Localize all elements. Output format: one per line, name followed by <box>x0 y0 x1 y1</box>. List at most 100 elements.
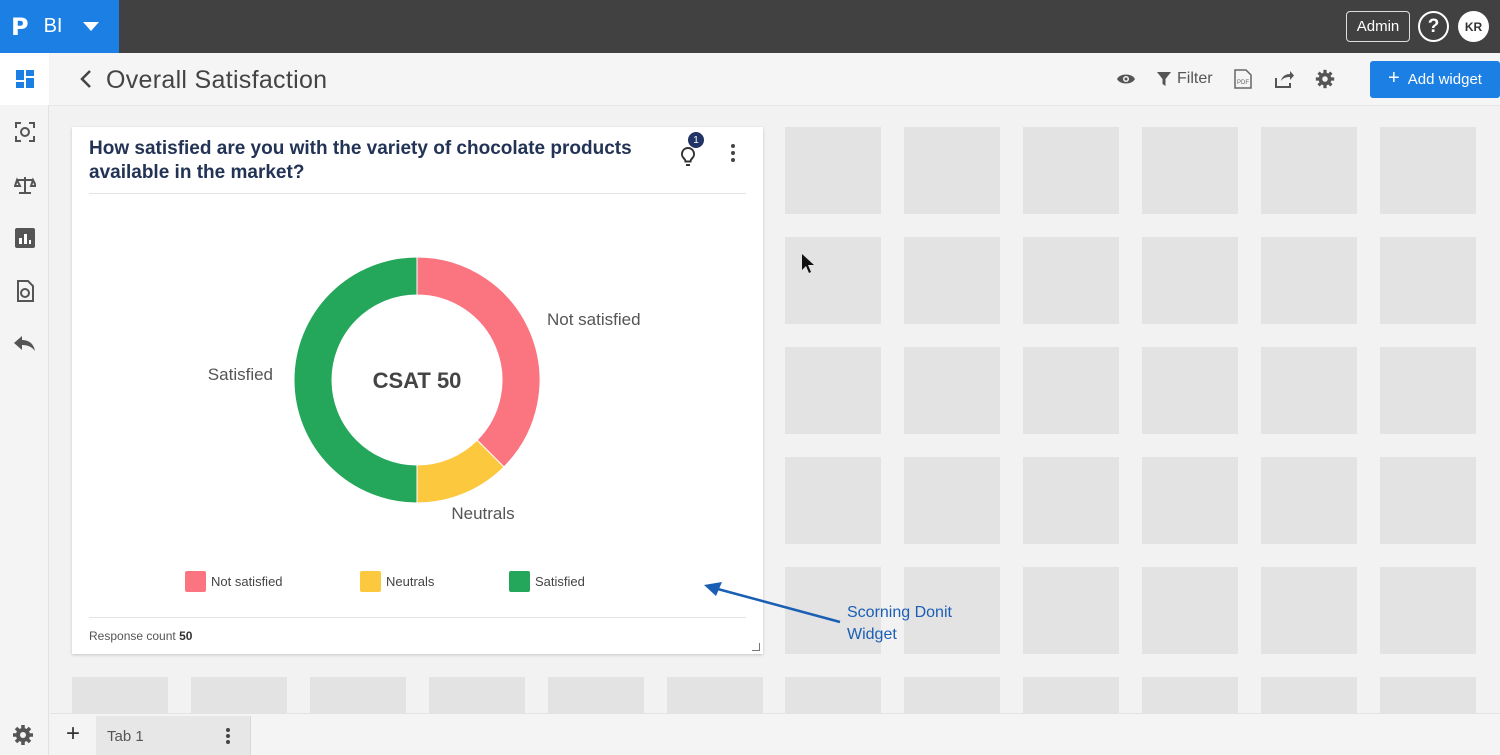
tab-options-icon[interactable] <box>221 726 235 746</box>
widget-placeholder[interactable] <box>785 677 881 713</box>
slice-label: Neutrals <box>451 504 514 523</box>
widget-placeholder[interactable] <box>1142 127 1238 214</box>
widget-placeholder[interactable] <box>1142 567 1238 654</box>
legend-item-not-satisfied[interactable]: Not satisfied <box>185 570 283 592</box>
sidebar-item-dashboard[interactable] <box>0 53 49 105</box>
widget-placeholder[interactable] <box>785 347 881 434</box>
sidebar-item-reports[interactable] <box>0 265 49 317</box>
legend-swatch <box>360 570 381 592</box>
widget-placeholder[interactable] <box>1023 457 1119 544</box>
sidebar-item-scan[interactable] <box>0 106 49 158</box>
sidebar-item-analytics[interactable] <box>0 212 49 264</box>
donut-slice-satisfied[interactable] <box>293 256 418 504</box>
widget-placeholder[interactable] <box>310 677 406 713</box>
help-icon[interactable]: ? <box>1418 11 1449 42</box>
widget-placeholder[interactable] <box>904 457 1000 544</box>
tab-1[interactable]: Tab 1 <box>96 716 251 755</box>
widget-placeholder[interactable] <box>1023 677 1119 713</box>
report-icon <box>16 280 34 302</box>
left-sidebar <box>0 53 49 755</box>
brand-label: BI <box>43 15 63 37</box>
widget-placeholder[interactable] <box>1261 457 1357 544</box>
resize-handle[interactable] <box>752 643 760 651</box>
widget-placeholder[interactable] <box>1380 567 1476 654</box>
app-switcher[interactable]: P BI <box>0 0 119 53</box>
donut-center-label: CSAT 50 <box>373 368 462 393</box>
widget-placeholder[interactable] <box>1142 677 1238 713</box>
widget-placeholder[interactable] <box>429 677 525 713</box>
widget-placeholder[interactable] <box>1023 567 1119 654</box>
widget-placeholder[interactable] <box>904 677 1000 713</box>
settings-icon[interactable] <box>11 723 35 747</box>
widget-placeholder[interactable] <box>1142 347 1238 434</box>
widget-placeholder[interactable] <box>785 237 881 324</box>
widget-placeholder[interactable] <box>904 237 1000 324</box>
widget-placeholder[interactable] <box>1261 677 1357 713</box>
widget-placeholder[interactable] <box>1023 347 1119 434</box>
more-options-icon[interactable] <box>726 142 740 164</box>
annotation-line-2: Widget <box>847 626 897 643</box>
share-button[interactable] <box>1274 67 1294 91</box>
chevron-down-icon[interactable] <box>82 22 99 31</box>
add-widget-button[interactable]: + Add widget <box>1370 61 1500 98</box>
annotation-line-1: Scorning Donit <box>847 604 952 621</box>
widget-placeholder[interactable] <box>1023 127 1119 214</box>
sidebar-item-back[interactable] <box>0 318 49 370</box>
widget-placeholder[interactable] <box>1380 677 1476 713</box>
slice-label: Not satisfied <box>547 310 641 329</box>
widget-placeholder[interactable] <box>1023 237 1119 324</box>
gear-icon <box>1315 69 1335 89</box>
widget-placeholder[interactable] <box>1380 457 1476 544</box>
widget-placeholder[interactable] <box>1380 347 1476 434</box>
widget-placeholder[interactable] <box>904 127 1000 214</box>
settings-button[interactable] <box>1314 67 1336 91</box>
widget-placeholder[interactable] <box>904 347 1000 434</box>
widget-placeholder[interactable] <box>72 677 168 713</box>
page-title: Overall Satisfaction <box>106 66 328 94</box>
add-tab-button[interactable]: + <box>65 720 80 747</box>
plus-icon: + <box>1388 67 1400 89</box>
legend-label: Neutrals <box>386 573 435 589</box>
legend-item-neutrals[interactable]: Neutrals <box>360 570 434 592</box>
widget-placeholder[interactable] <box>1142 457 1238 544</box>
tab-label: Tab 1 <box>107 728 144 745</box>
brand-logo: P <box>11 12 29 41</box>
chevron-left-icon <box>80 70 91 88</box>
legend-swatch <box>185 570 206 592</box>
filter-button[interactable]: Filter <box>1157 67 1213 91</box>
widget-placeholder[interactable] <box>548 677 644 713</box>
response-count-value: 50 <box>179 629 193 643</box>
donut-chart: Not satisfied Neutrals Satisfied CSAT 50 <box>208 256 641 523</box>
widget-placeholder[interactable] <box>785 457 881 544</box>
admin-button[interactable]: Admin <box>1346 11 1410 42</box>
legend-item-satisfied[interactable]: Satisfied <box>509 570 585 592</box>
bar-chart-icon <box>14 228 35 248</box>
widget-placeholder[interactable] <box>1261 237 1357 324</box>
widget-placeholder[interactable] <box>904 567 1000 654</box>
annotation-text: Scorning Donit Widget <box>847 602 952 646</box>
add-widget-label: Add widget <box>1407 71 1482 88</box>
lightbulb-icon[interactable] <box>676 145 700 169</box>
widget-placeholder[interactable] <box>1261 127 1357 214</box>
widget-placeholder[interactable] <box>667 677 763 713</box>
widget-placeholder[interactable] <box>785 127 881 214</box>
reply-icon <box>13 336 35 351</box>
widget-placeholder[interactable] <box>1380 237 1476 324</box>
donut-widget[interactable]: How satisfied are you with the variety o… <box>72 127 763 654</box>
widget-placeholder[interactable] <box>1142 237 1238 324</box>
widget-placeholder[interactable] <box>1261 567 1357 654</box>
widget-placeholder[interactable] <box>1380 127 1476 214</box>
back-button[interactable] <box>74 67 98 91</box>
widget-placeholder[interactable] <box>191 677 287 713</box>
avatar[interactable]: KR <box>1458 11 1489 42</box>
donut-slice-not-satisfied[interactable] <box>416 256 541 468</box>
preview-button[interactable] <box>1116 67 1136 91</box>
scale-icon <box>13 177 36 194</box>
legend-label: Not satisfied <box>211 573 283 589</box>
widget-placeholder[interactable] <box>1261 347 1357 434</box>
widget-title: How satisfied are you with the variety o… <box>89 138 632 183</box>
share-icon <box>1275 71 1294 88</box>
sidebar-item-compare[interactable] <box>0 159 49 211</box>
pdf-export-button[interactable]: PDF <box>1234 67 1252 91</box>
